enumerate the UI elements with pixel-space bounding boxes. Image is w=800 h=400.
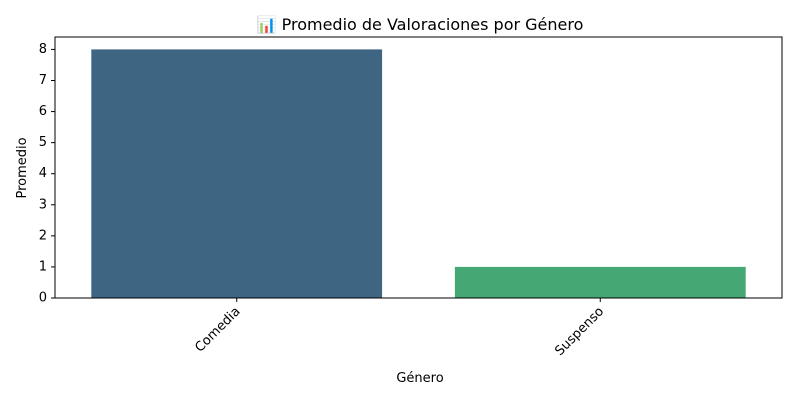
y-tick-label: 7 bbox=[39, 73, 47, 88]
y-tick-label: 6 bbox=[39, 104, 47, 119]
y-axis-label: Promedio bbox=[15, 137, 30, 198]
y-tick-label: 3 bbox=[39, 197, 47, 212]
x-tick-label: Comedia bbox=[192, 304, 243, 355]
y-tick-label: 5 bbox=[39, 135, 47, 150]
plot-frame bbox=[54, 36, 783, 299]
y-tick-label: 1 bbox=[39, 259, 47, 274]
x-axis-label: Género bbox=[396, 371, 443, 386]
y-tick-label: 8 bbox=[39, 42, 47, 57]
bar-suspenso bbox=[454, 266, 746, 298]
y-tick-label: 2 bbox=[39, 228, 47, 243]
bar-comedia bbox=[91, 49, 383, 299]
y-tick-label: 4 bbox=[39, 166, 47, 181]
chart-title: 📊 Promedio de Valoraciones por Género bbox=[257, 15, 584, 34]
x-tick-label: Suspenso bbox=[552, 304, 607, 359]
y-tick-label: 0 bbox=[39, 291, 47, 306]
